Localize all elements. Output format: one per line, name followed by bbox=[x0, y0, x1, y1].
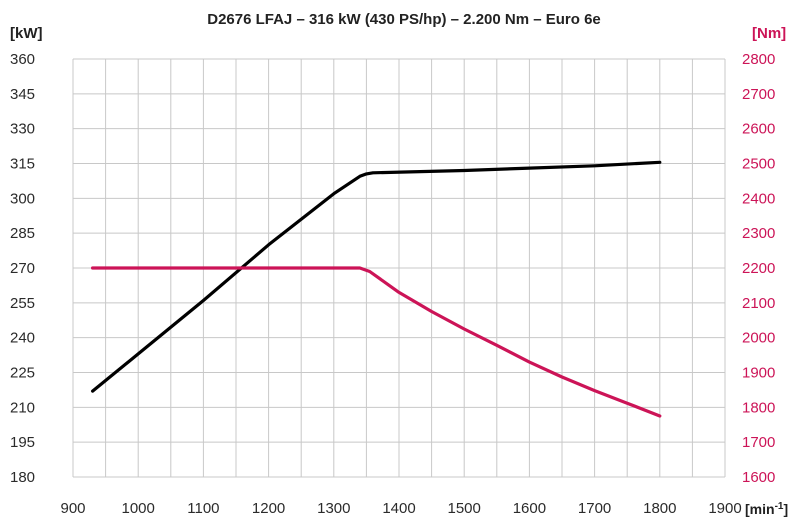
x-tick-label: 900 bbox=[60, 500, 85, 517]
x-tick-label: 1600 bbox=[513, 500, 546, 517]
y-left-tick-label: 180 bbox=[10, 469, 35, 486]
y-left-tick-label: 225 bbox=[10, 365, 35, 382]
y-left-tick-label: 300 bbox=[10, 190, 35, 207]
y-right-tick-label: 2100 bbox=[742, 295, 775, 312]
x-tick-label: 1200 bbox=[252, 500, 285, 517]
y-right-tick-label: 2500 bbox=[742, 156, 775, 173]
y-left-tick-label: 345 bbox=[10, 86, 35, 103]
y-right-tick-label: 2300 bbox=[742, 225, 775, 242]
series-lines bbox=[90, 160, 662, 418]
x-tick-label: 1000 bbox=[122, 500, 155, 517]
y-right-tick-label: 2400 bbox=[742, 190, 775, 207]
y-left-tick-label: 330 bbox=[10, 121, 35, 138]
x-tick-label: 1400 bbox=[382, 500, 415, 517]
y-right-tick-label: 2700 bbox=[742, 86, 775, 103]
x-tick-label: 1800 bbox=[643, 500, 676, 517]
y-left-tick-label: 255 bbox=[10, 295, 35, 312]
y-left-tick-label: 195 bbox=[10, 434, 35, 451]
y-right-tick-label: 1800 bbox=[742, 399, 775, 416]
y-right-tick-label: 1600 bbox=[742, 469, 775, 486]
x-tick-label: 1500 bbox=[448, 500, 481, 517]
x-unit-label-main: [min bbox=[745, 501, 775, 517]
y-right-unit-label: [Nm] bbox=[752, 25, 786, 42]
y-left-unit-label: [kW] bbox=[10, 25, 43, 42]
x-tick-label: 1300 bbox=[317, 500, 350, 517]
x-tick-label: 1700 bbox=[578, 500, 611, 517]
x-unit-label: [min-1] bbox=[745, 501, 788, 517]
x-unit-label-sup: -1 bbox=[775, 501, 784, 512]
y-left-tick-label: 240 bbox=[10, 330, 35, 347]
x-tick-label: 1900 bbox=[708, 500, 741, 517]
y-right-tick-label: 2600 bbox=[742, 121, 775, 138]
y-left-tick-label: 270 bbox=[10, 260, 35, 277]
x-unit-label-close: ] bbox=[783, 501, 788, 517]
y-left-tick-label: 315 bbox=[10, 156, 35, 173]
tick-labels: 180 195 210 225 240 255 270 285 300 315 330 345 360 1… bbox=[10, 51, 775, 517]
y-left-tick-label: 360 bbox=[10, 51, 35, 68]
y-right-tick-label: 1900 bbox=[742, 365, 775, 382]
y-right-tick-label: 1700 bbox=[742, 434, 775, 451]
chart-title: D2676 LFAJ – 316 kW (430 PS/hp) – 2.200 … bbox=[207, 11, 601, 28]
y-right-tick-label: 2000 bbox=[742, 330, 775, 347]
power-series-line bbox=[90, 160, 662, 393]
y-left-tick-label: 210 bbox=[10, 399, 35, 416]
y-right-tick-label: 2200 bbox=[742, 260, 775, 277]
y-right-tick-label: 2800 bbox=[742, 51, 775, 68]
grid bbox=[72, 58, 726, 478]
x-tick-label: 1100 bbox=[187, 500, 219, 517]
y-left-tick-label: 285 bbox=[10, 225, 35, 242]
torque-series-line bbox=[90, 266, 662, 418]
